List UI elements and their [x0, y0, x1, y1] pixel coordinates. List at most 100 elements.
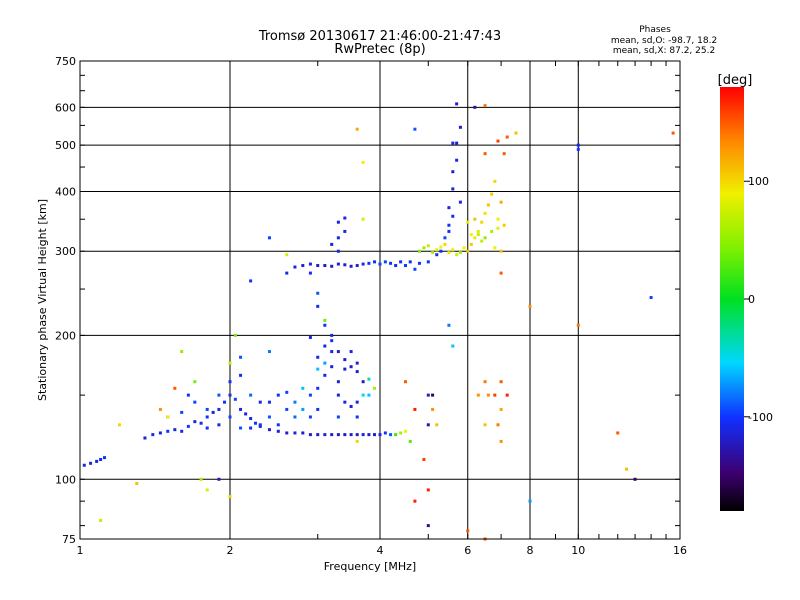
- data-point: [426, 423, 430, 427]
- data-point: [499, 380, 503, 384]
- data-point: [330, 365, 334, 369]
- data-point: [228, 393, 232, 397]
- data-point: [276, 429, 280, 433]
- data-point: [323, 344, 327, 348]
- data-point: [355, 415, 359, 419]
- data-point: [394, 433, 398, 437]
- data-point: [99, 518, 103, 522]
- chart-subtitle: RwPretec (8p): [334, 42, 425, 57]
- data-point: [476, 233, 480, 237]
- data-point: [285, 271, 289, 275]
- data-point: [233, 397, 237, 401]
- data-point: [367, 261, 371, 265]
- y-tick-label: 750: [55, 55, 76, 68]
- data-point: [89, 461, 93, 465]
- data-point: [355, 264, 359, 268]
- data-point: [343, 358, 347, 362]
- y-tick-label: 300: [55, 245, 76, 258]
- data-point: [258, 424, 262, 428]
- axis-ticks: 1 2 4 6 8 10 16 75 100 200 300 400 500 600 750: [55, 55, 687, 557]
- data-point: [199, 477, 203, 481]
- data-point: [166, 429, 170, 433]
- data-point: [483, 423, 487, 427]
- stats-line-o: mean, sd,O: -98.7, 18.2: [611, 36, 717, 46]
- data-point: [186, 424, 190, 428]
- data-point: [249, 417, 253, 421]
- data-point: [413, 127, 417, 131]
- data-point: [496, 423, 500, 427]
- data-point: [330, 333, 334, 337]
- data-point: [349, 433, 353, 437]
- y-tick-label: 400: [55, 185, 76, 198]
- data-point: [349, 264, 353, 268]
- data-point: [373, 386, 377, 390]
- data-point: [476, 229, 480, 233]
- colorbar-ticks: 100 0 -100: [744, 175, 773, 424]
- data-point: [316, 355, 320, 359]
- data-point: [431, 407, 435, 411]
- data-point: [293, 400, 297, 404]
- scatter-points: [82, 102, 675, 541]
- data-point: [223, 400, 227, 404]
- data-point: [403, 264, 407, 268]
- data-point: [355, 127, 359, 131]
- data-point: [499, 407, 503, 411]
- data-point: [431, 393, 435, 397]
- data-point: [455, 253, 459, 257]
- data-point: [336, 415, 340, 419]
- data-point: [349, 365, 353, 369]
- data-point: [285, 407, 289, 411]
- data-point: [483, 152, 487, 156]
- data-point: [228, 415, 232, 419]
- data-point: [336, 433, 340, 437]
- data-point: [473, 105, 477, 109]
- data-point: [343, 433, 347, 437]
- data-point: [426, 488, 430, 492]
- data-point: [447, 223, 451, 227]
- data-point: [426, 244, 430, 248]
- data-point: [336, 262, 340, 266]
- data-point: [343, 367, 347, 371]
- data-point: [576, 323, 580, 327]
- data-point: [336, 350, 340, 354]
- data-point: [239, 355, 243, 359]
- x-tick-label: 6: [464, 544, 471, 557]
- data-point: [293, 415, 297, 419]
- data-point: [576, 143, 580, 147]
- data-point: [649, 296, 653, 300]
- data-point: [193, 420, 197, 424]
- data-point: [435, 423, 439, 427]
- data-point: [343, 229, 347, 233]
- stats-header: Phases: [639, 25, 671, 35]
- data-point: [193, 380, 197, 384]
- data-point: [249, 279, 253, 283]
- data-point: [233, 333, 237, 337]
- data-point: [383, 260, 387, 264]
- y-tick-label: 500: [55, 139, 76, 152]
- data-point: [285, 390, 289, 394]
- data-point: [355, 439, 359, 443]
- data-point: [323, 361, 327, 365]
- data-point: [431, 251, 435, 255]
- data-point: [308, 262, 312, 266]
- data-point: [249, 393, 253, 397]
- data-point: [451, 141, 455, 145]
- data-point: [316, 291, 320, 295]
- data-point: [343, 400, 347, 404]
- data-point: [135, 481, 139, 485]
- data-point: [316, 304, 320, 308]
- data-point: [502, 152, 506, 156]
- data-point: [180, 429, 184, 433]
- data-point: [486, 203, 490, 207]
- data-point: [267, 415, 271, 419]
- data-point: [447, 206, 451, 210]
- colorbar-tick-label: -100: [748, 411, 773, 424]
- data-point: [447, 229, 451, 233]
- data-point: [496, 226, 500, 230]
- data-point: [330, 339, 334, 343]
- data-point: [253, 421, 257, 425]
- data-point: [451, 248, 455, 252]
- data-point: [473, 217, 477, 221]
- data-point: [439, 249, 443, 253]
